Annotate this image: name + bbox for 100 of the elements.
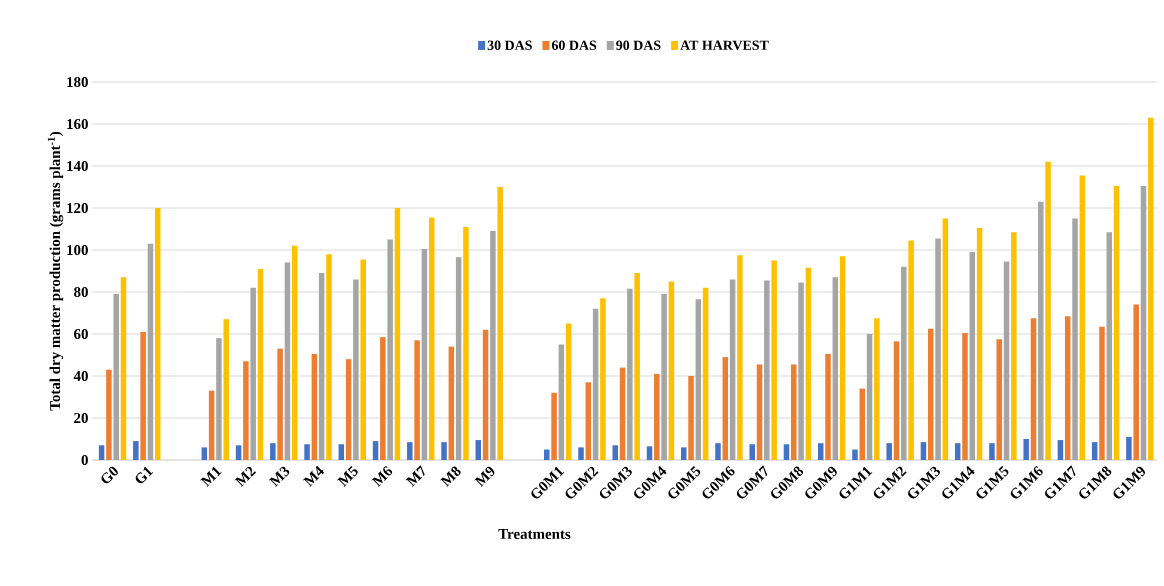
bar	[455, 257, 462, 460]
bar	[558, 344, 565, 460]
bar	[619, 367, 626, 460]
bar	[1038, 201, 1044, 460]
y-tick-label: 80	[74, 286, 88, 298]
bar	[113, 294, 119, 460]
bar	[1091, 442, 1098, 460]
bar	[257, 268, 264, 460]
bar	[311, 353, 318, 460]
bar	[737, 255, 743, 460]
bar	[989, 443, 995, 460]
bar	[702, 287, 709, 460]
bar	[482, 329, 489, 460]
bar	[1030, 318, 1037, 460]
y-tick-label: 100	[67, 244, 88, 256]
bar	[441, 442, 447, 460]
bar	[1045, 161, 1051, 460]
bar	[654, 373, 660, 460]
bar	[304, 444, 310, 460]
bar	[140, 331, 146, 460]
bar	[771, 260, 777, 460]
bar	[715, 443, 721, 460]
bar	[291, 245, 298, 460]
bar	[585, 382, 592, 460]
bar	[360, 259, 366, 460]
bar	[270, 443, 276, 460]
bar	[448, 346, 455, 460]
bar	[954, 443, 961, 460]
bar	[1003, 261, 1010, 460]
x-tick-label: M2	[234, 466, 257, 488]
bar	[729, 279, 736, 460]
bar	[805, 267, 812, 460]
bar	[996, 339, 1002, 460]
bar	[798, 282, 804, 460]
bar	[223, 319, 229, 460]
x-tick-label: M8	[440, 466, 461, 488]
bar	[490, 231, 496, 460]
bar	[1148, 117, 1154, 460]
bar	[1057, 440, 1064, 460]
bar	[133, 441, 139, 460]
y-tick-label: 0	[81, 454, 88, 466]
bar	[817, 443, 824, 460]
x-tick-label: M9	[474, 466, 495, 488]
bar	[859, 388, 866, 460]
bar	[106, 369, 112, 460]
bar	[243, 361, 249, 460]
y-tick-label: 180	[67, 76, 88, 88]
y-tick-label: 40	[73, 370, 88, 382]
bar	[277, 348, 283, 460]
bar	[394, 208, 401, 460]
bar	[1023, 439, 1029, 460]
bar	[1072, 218, 1078, 460]
bar	[216, 338, 222, 460]
bar	[920, 442, 927, 460]
bar	[749, 444, 755, 460]
x-tick-label: M1	[200, 466, 222, 488]
bar	[908, 240, 914, 460]
bar	[962, 332, 968, 460]
bar	[866, 334, 873, 460]
bar	[578, 447, 584, 460]
x-tick-label: G1	[135, 466, 154, 484]
bar	[695, 299, 702, 460]
bar	[646, 446, 653, 460]
x-tick-label: M7	[405, 465, 425, 487]
bar	[825, 353, 831, 460]
bar	[318, 273, 325, 460]
bar	[722, 357, 729, 460]
bar	[764, 280, 770, 460]
bar	[874, 318, 880, 460]
bar	[969, 252, 976, 460]
bar	[1113, 185, 1120, 460]
bar	[551, 392, 557, 460]
bar	[839, 256, 846, 460]
bar	[338, 444, 345, 460]
bar	[886, 443, 892, 460]
x-tick-label: M3	[268, 466, 290, 488]
bar	[154, 208, 161, 460]
bar	[893, 341, 900, 460]
bar	[326, 254, 332, 460]
bar	[756, 364, 763, 460]
bar	[414, 340, 420, 460]
bar	[250, 287, 256, 460]
bar	[1099, 326, 1105, 460]
bar	[284, 262, 291, 460]
bar	[544, 449, 550, 460]
y-tick-label: 160	[67, 118, 88, 130]
bar	[1133, 304, 1139, 460]
bar	[832, 277, 839, 460]
y-tick-label: 20	[74, 412, 88, 424]
bar	[688, 376, 694, 460]
bar	[1064, 316, 1071, 460]
bar	[372, 441, 379, 460]
legend-label: 30 DAS	[487, 40, 532, 50]
x-tick-label: M6	[371, 465, 393, 488]
y-axis-title: Total dry matter production (grams plant$^{-1}$)	[47, 131, 64, 411]
bar	[600, 298, 606, 460]
legend-label: 60 DAS	[551, 40, 597, 50]
bar	[1079, 175, 1086, 460]
bar	[661, 294, 667, 460]
bar	[901, 266, 907, 460]
